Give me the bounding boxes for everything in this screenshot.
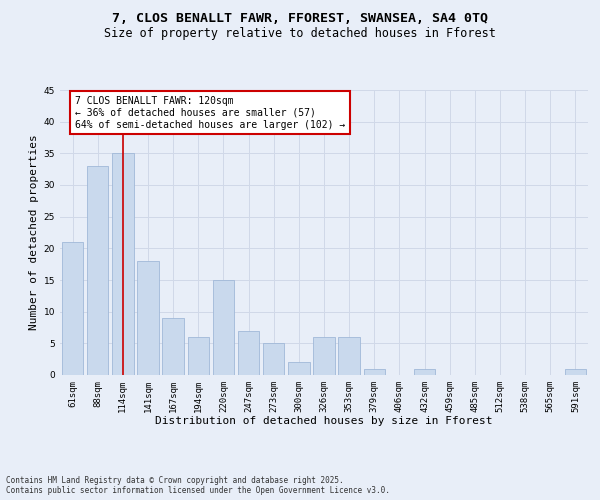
Bar: [112, 154, 134, 375]
Text: Contains HM Land Registry data © Crown copyright and database right 2025.
Contai: Contains HM Land Registry data © Crown c…: [6, 476, 390, 495]
Bar: [137, 261, 158, 375]
Bar: [188, 337, 209, 375]
Bar: [238, 330, 259, 375]
Bar: [288, 362, 310, 375]
Bar: [364, 368, 385, 375]
Text: 7, CLOS BENALLT FAWR, FFOREST, SWANSEA, SA4 0TQ: 7, CLOS BENALLT FAWR, FFOREST, SWANSEA, …: [112, 12, 488, 26]
X-axis label: Distribution of detached houses by size in Fforest: Distribution of detached houses by size …: [155, 416, 493, 426]
Bar: [313, 337, 335, 375]
Bar: [163, 318, 184, 375]
Bar: [62, 242, 83, 375]
Bar: [414, 368, 435, 375]
Bar: [565, 368, 586, 375]
Bar: [263, 344, 284, 375]
Text: Size of property relative to detached houses in Fforest: Size of property relative to detached ho…: [104, 28, 496, 40]
Y-axis label: Number of detached properties: Number of detached properties: [29, 134, 40, 330]
Bar: [213, 280, 234, 375]
Bar: [338, 337, 360, 375]
Bar: [87, 166, 109, 375]
Text: 7 CLOS BENALLT FAWR: 120sqm
← 36% of detached houses are smaller (57)
64% of sem: 7 CLOS BENALLT FAWR: 120sqm ← 36% of det…: [75, 96, 346, 130]
